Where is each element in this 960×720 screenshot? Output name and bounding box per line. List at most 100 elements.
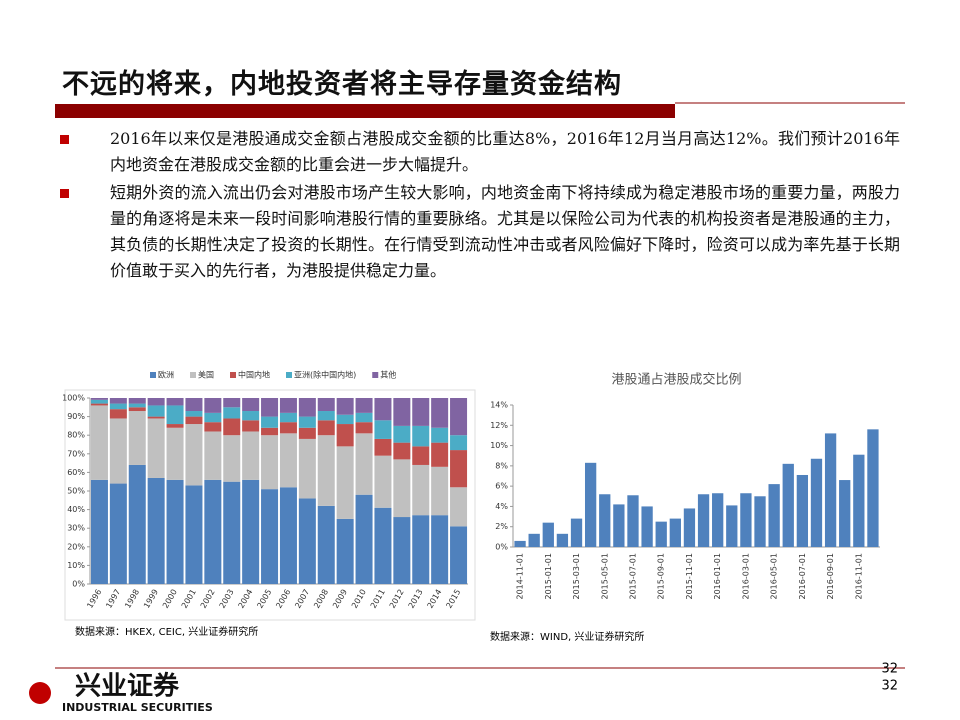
legend-swatch bbox=[190, 372, 196, 378]
x-tick-label: 1996 bbox=[85, 588, 103, 610]
y-tick-label: 4% bbox=[495, 502, 508, 511]
bar-segment bbox=[450, 398, 468, 436]
x-tick-label: 2010 bbox=[350, 588, 368, 610]
bar-segment bbox=[393, 517, 411, 584]
bar-segment bbox=[261, 435, 279, 490]
legend-label: 欧洲 bbox=[158, 370, 174, 380]
bar-segment bbox=[185, 416, 203, 425]
bar-segment bbox=[223, 407, 241, 419]
bar-segment bbox=[298, 438, 316, 499]
bar-segment bbox=[374, 420, 392, 439]
bar-segment bbox=[412, 425, 430, 447]
bar-segment bbox=[242, 420, 260, 432]
bar-segment bbox=[298, 498, 316, 584]
chart-frame bbox=[64, 389, 476, 621]
x-tick-label: 2015-11-01 bbox=[685, 553, 694, 600]
bar bbox=[796, 474, 809, 547]
x-tick-label: 2016-11-01 bbox=[854, 553, 863, 600]
bar-segment bbox=[147, 398, 165, 406]
bullet: 短期外资的流入流出仍会对港股市场产生较大影响，内地资金南下将持续成为稳定港股市场… bbox=[60, 180, 900, 284]
bar-segment bbox=[204, 398, 222, 413]
bar bbox=[669, 518, 681, 547]
y-tick-label: 6% bbox=[495, 482, 508, 491]
bar-segment bbox=[261, 416, 279, 428]
bar-segment bbox=[166, 479, 184, 584]
bar-segment bbox=[279, 487, 297, 584]
bar-segment bbox=[431, 515, 449, 584]
x-tick-label: 2015-03-01 bbox=[572, 553, 581, 600]
bar-segment bbox=[355, 398, 373, 413]
bar-segment bbox=[223, 398, 241, 408]
bar-segment bbox=[412, 464, 430, 516]
legend-swatch bbox=[372, 372, 379, 378]
bar bbox=[712, 493, 724, 547]
legend-label: 其他 bbox=[380, 370, 396, 380]
x-tick-label: 2016-03-01 bbox=[741, 553, 750, 600]
bar-segment bbox=[109, 403, 127, 410]
page-number: 32 bbox=[881, 662, 898, 677]
bar-segment bbox=[147, 416, 165, 419]
y-tick-label: 60% bbox=[67, 468, 85, 477]
bar-segment bbox=[109, 418, 127, 484]
x-tick-label: 2011 bbox=[369, 588, 387, 610]
bar-segment bbox=[242, 479, 260, 584]
bar-segment bbox=[355, 433, 373, 495]
bar bbox=[740, 493, 752, 547]
bar-segment bbox=[355, 494, 373, 584]
bar-segment bbox=[450, 450, 468, 488]
x-tick-label: 1997 bbox=[104, 588, 122, 610]
bar-segment bbox=[204, 412, 222, 423]
bar-segment bbox=[412, 398, 430, 426]
bar-segment bbox=[147, 418, 165, 478]
logo-english: INDUSTRIAL SECURITIES bbox=[62, 701, 213, 714]
bar-segment bbox=[336, 398, 354, 415]
bar-segment bbox=[412, 446, 430, 465]
y-tick-label: 10% bbox=[67, 561, 85, 570]
y-tick-label: 40% bbox=[67, 505, 85, 514]
bar-segment bbox=[298, 398, 316, 417]
y-tick-label: 30% bbox=[67, 524, 85, 533]
bullet-text: 短期外资的流入流出仍会对港股市场产生较大影响，内地资金南下将持续成为稳定港股市场… bbox=[110, 183, 900, 280]
x-tick-label: 2003 bbox=[218, 588, 236, 610]
bar bbox=[697, 494, 710, 547]
bar-segment bbox=[317, 411, 335, 421]
bar-segment bbox=[147, 477, 165, 584]
bar bbox=[599, 494, 611, 547]
bar-segment bbox=[298, 427, 316, 439]
bar-segment bbox=[317, 505, 335, 584]
bar-segment bbox=[279, 398, 297, 413]
x-tick-label: 2014-11-01 bbox=[516, 553, 525, 600]
x-tick-label: 2008 bbox=[312, 588, 330, 610]
bar bbox=[641, 506, 653, 547]
bar-segment bbox=[317, 420, 335, 436]
bar-segment bbox=[166, 427, 184, 480]
y-tick-label: 80% bbox=[67, 431, 85, 440]
bar-segment bbox=[261, 427, 279, 436]
bar bbox=[683, 508, 696, 547]
y-tick-label: 50% bbox=[67, 487, 85, 496]
bar-segment bbox=[355, 412, 373, 423]
bar-segment bbox=[223, 435, 241, 482]
logo-name: 兴业证券 bbox=[75, 672, 180, 702]
bar bbox=[754, 496, 766, 547]
bar-segment bbox=[166, 405, 184, 425]
bar-segment bbox=[204, 422, 222, 432]
bullet-text: 2016年以来仅是港股通成交金额占港股成交金额的比重达8%，2016年12月当月… bbox=[110, 129, 900, 174]
bar-segment bbox=[261, 489, 279, 584]
bar-segment bbox=[242, 431, 260, 480]
bar-segment bbox=[431, 466, 449, 516]
bar-segment bbox=[90, 399, 108, 404]
y-tick-label: 8% bbox=[495, 461, 508, 470]
bar-segment bbox=[185, 398, 203, 412]
bar-segment bbox=[204, 431, 222, 480]
bar bbox=[584, 462, 597, 547]
bar-segment bbox=[279, 422, 297, 434]
bar-segment bbox=[355, 422, 373, 434]
bar-segment bbox=[393, 425, 411, 443]
y-tick-label: 2% bbox=[495, 522, 508, 531]
page-number: 32 bbox=[881, 679, 898, 694]
bar-segment bbox=[90, 405, 108, 480]
bar-segment bbox=[147, 405, 165, 417]
bar-segment bbox=[185, 485, 203, 584]
bar-segment bbox=[90, 479, 108, 584]
